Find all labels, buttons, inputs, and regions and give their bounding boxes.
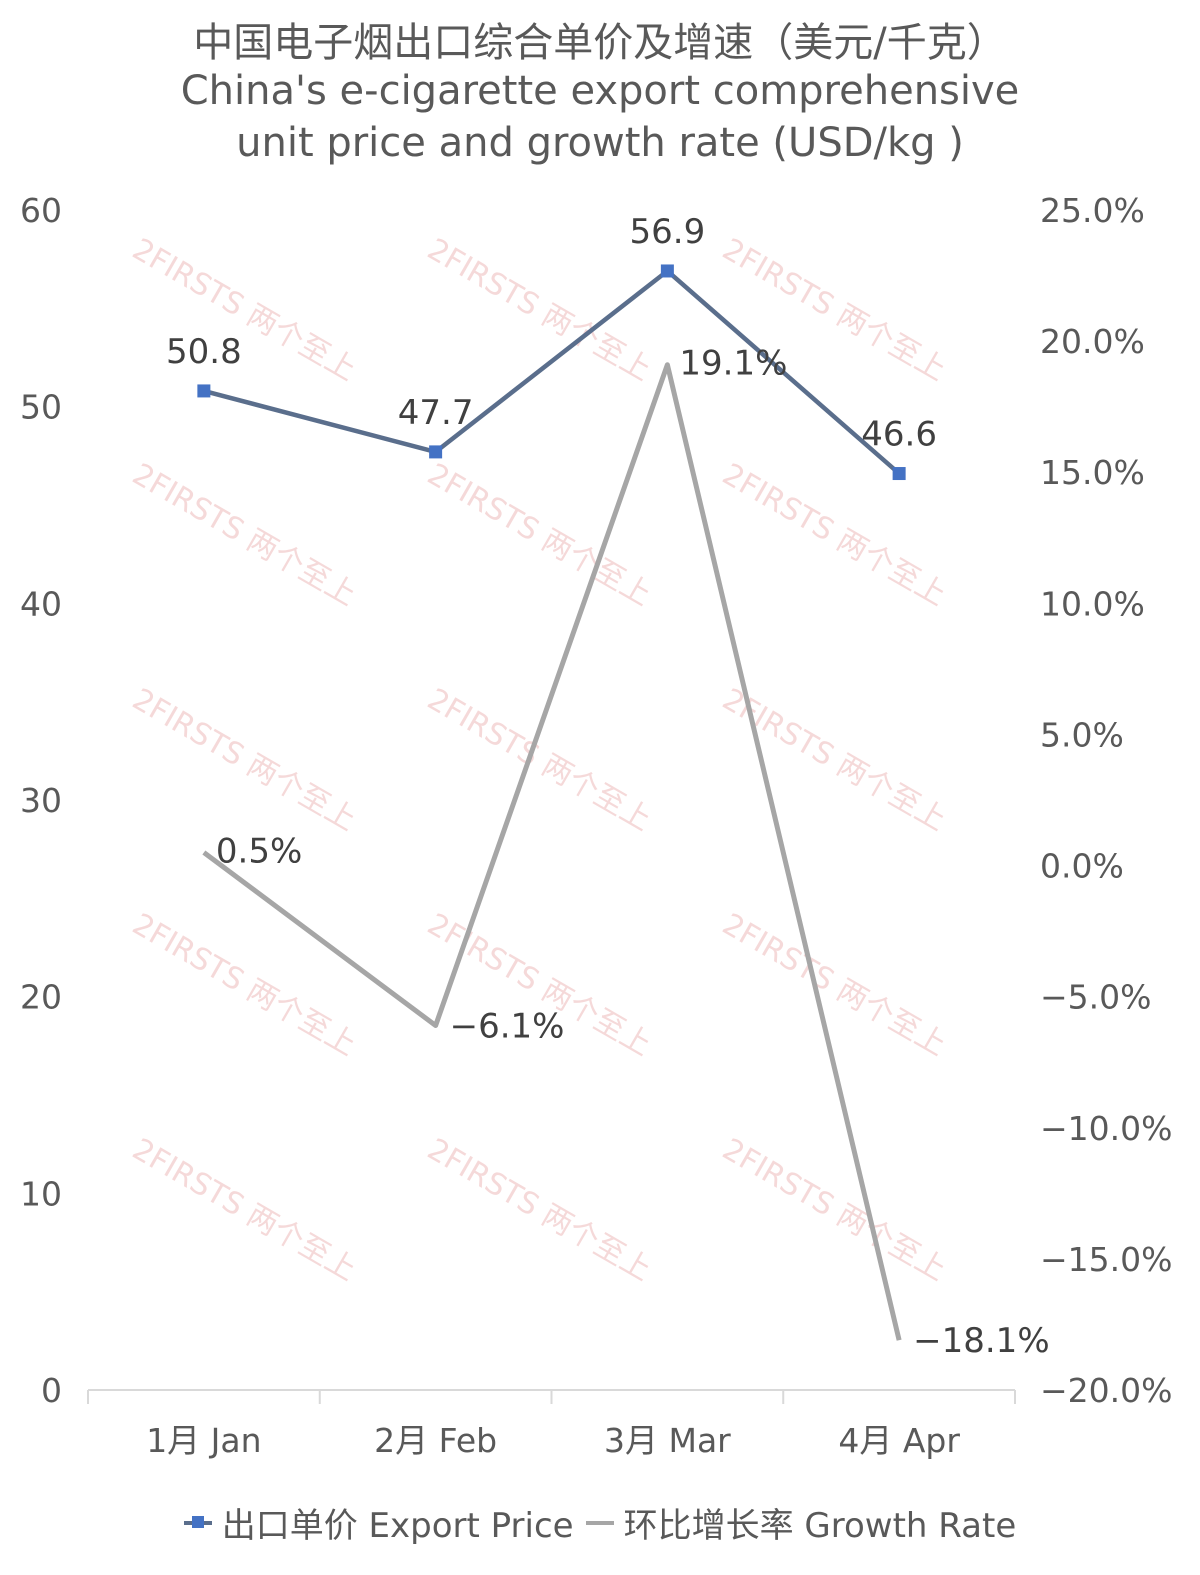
export-price-marker [660,264,674,278]
y-left-tick-label: 10 [20,1174,62,1213]
growth-data-label: −6.1% [450,1007,565,1047]
y-right-tick-label: 5.0% [1040,715,1124,754]
price-data-label: 47.7 [398,393,474,433]
export-price-marker [892,467,906,481]
data-labels: 0.5% −6.1% 19.1% −18.1% 50.8 47.7 56.9 46.6 [166,212,1050,1361]
y-left-tick-label: 40 [20,584,62,623]
x-tick-label: 1月 Jan [146,1421,261,1460]
legend-item-export-price[interactable]: 出口单价 Export Price [183,1498,574,1547]
y-left-tick-label: 20 [20,978,62,1017]
legend-label-price: 出口单价 Export Price [221,1506,574,1546]
y-right-tick-label: 0.0% [1040,847,1124,886]
growth-data-label: 0.5% [216,831,302,871]
price-data-label: 50.8 [166,332,242,372]
y-left-tick-label: 30 [20,781,62,820]
series-layer [197,264,906,1341]
legend-item-growth-rate[interactable]: 环比增长率 Growth Rate [585,1498,1017,1547]
y-left-tick-label: 60 [20,191,62,230]
export-price-marker [197,384,211,398]
y-right-tick-label: −10.0% [1040,1109,1172,1148]
x-tick-label: 3月 Mar [604,1421,731,1460]
export-price-marker [429,445,443,459]
axes: 1月 Jan 2月 Feb 3月 Mar 4月 Apr 0 10 20 30 40 50 60 −20… [20,191,1172,1460]
y-left-tick-label: 50 [20,388,62,427]
legend-swatch-growth [585,1520,614,1525]
y-right-tick-label: −20.0% [1040,1371,1172,1410]
chart-title-en-line1: China's e-cigarette export comprehensive [180,68,1020,114]
y-right-tick-label: −5.0% [1040,978,1152,1017]
legend: 出口单价 Export Price 环比增长率 Growth Rate [0,1498,1200,1547]
legend-swatch-price [183,1515,212,1528]
chart-title-en-line2: unit price and growth rate (USD/kg ) [236,120,964,166]
y-right-tick-label: 10.0% [1040,584,1145,623]
growth-rate-line [202,362,902,1341]
export-price-line [203,268,901,476]
legend-label-growth: 环比增长率 Growth Rate [623,1506,1017,1546]
growth-data-label: −18.1% [913,1321,1050,1361]
price-data-label: 46.6 [861,415,937,455]
chart-title-zh: 中国电子烟出口综合单价及增速（美元/千克） [193,20,1007,66]
y-left-tick-label: 0 [41,1371,62,1410]
y-right-tick-label: 25.0% [1040,191,1145,230]
y-right-tick-label: 15.0% [1040,453,1145,492]
growth-data-label: 19.1% [679,344,787,384]
y-right-tick-label: −15.0% [1040,1240,1172,1279]
x-tick-label: 4月 Apr [838,1421,960,1460]
price-data-label: 56.9 [630,212,706,252]
x-tick-label: 2月 Feb [374,1421,497,1460]
y-right-tick-label: 20.0% [1040,322,1145,361]
